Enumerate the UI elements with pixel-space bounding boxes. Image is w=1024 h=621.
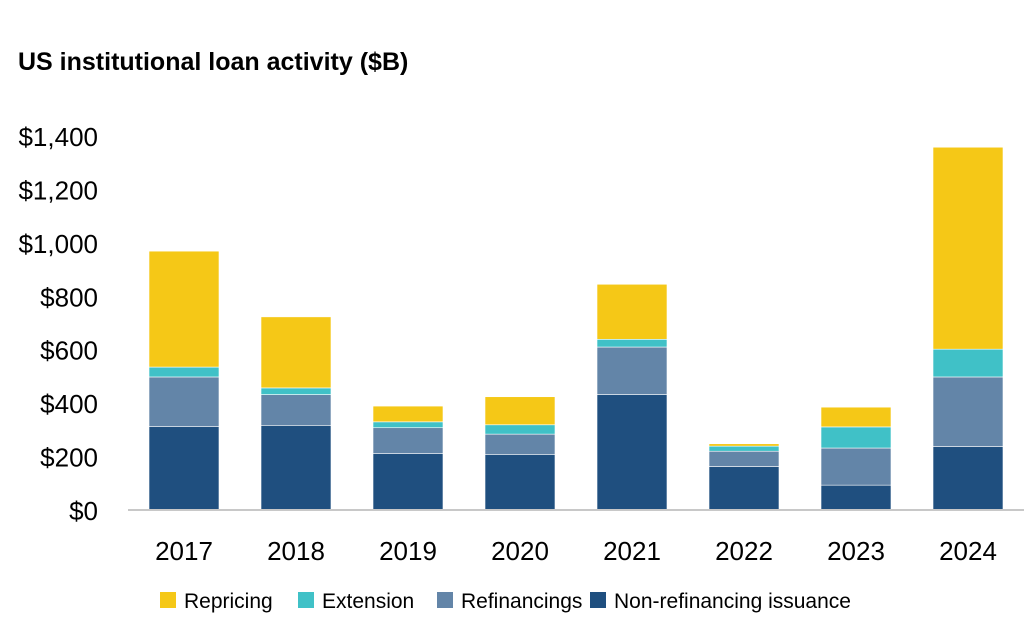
bar-2019-repricing (372, 405, 444, 423)
y-tick-label: $0 (69, 496, 98, 526)
legend-label: Repricing (184, 590, 273, 613)
bar-2020-refinancings (484, 433, 556, 456)
legend-label: Non-refinancing issuance (614, 590, 851, 613)
legend-swatch (160, 592, 176, 608)
bar-2019-refinancings (372, 427, 444, 454)
bar-2024-non-refinancing-issuance (932, 446, 1004, 511)
bars (148, 146, 1004, 511)
legend-swatch (437, 592, 453, 608)
y-tick-label: $800 (40, 282, 98, 312)
x-tick-label: 2022 (715, 536, 773, 566)
bar-2020-non-refinancing-issuance (484, 454, 556, 511)
bar-2022-non-refinancing-issuance (708, 466, 780, 511)
bar-2022-refinancings (708, 450, 780, 467)
bar-2017-extension (148, 366, 220, 378)
legend-label: Extension (322, 590, 414, 613)
bar-2019-non-refinancing-issuance (372, 453, 444, 511)
y-tick-label: $400 (40, 389, 98, 419)
y-axis: $0 $200 $400 $600 $800 $1,000 $1,200 $1,400 (18, 122, 98, 526)
x-tick-label: 2019 (379, 536, 437, 566)
bar-2022-repricing (708, 443, 780, 447)
x-tick-label: 2018 (267, 536, 325, 566)
y-tick-label: $1,200 (18, 175, 98, 205)
bar-2017-repricing (148, 250, 220, 368)
bar-2017-refinancings (148, 376, 220, 427)
chart-title: US institutional loan activity ($B) (18, 48, 408, 76)
bar-2018-non-refinancing-issuance (260, 425, 332, 511)
legend-swatch (590, 592, 606, 608)
bar-2024-extension (932, 348, 1004, 378)
x-tick-label: 2023 (827, 536, 885, 566)
bar-2017-non-refinancing-issuance (148, 426, 220, 511)
y-tick-label: $1,000 (18, 229, 98, 259)
x-axis: 2017 2018 2019 2020 2021 2022 2023 2024 (155, 536, 997, 566)
bar-2021-refinancings (596, 346, 668, 395)
legend: Repricing Extension Refinancings Non-refina… (160, 590, 851, 613)
bar-2024-repricing (932, 146, 1004, 350)
legend-swatch (298, 592, 314, 608)
x-tick-label: 2020 (491, 536, 549, 566)
bar-2022-extension (708, 445, 780, 452)
bar-2020-extension (484, 424, 556, 435)
bar-2020-repricing (484, 396, 556, 426)
bar-2021-extension (596, 338, 668, 348)
bar-2018-repricing (260, 316, 332, 389)
x-tick-label: 2017 (155, 536, 213, 566)
bar-2024-refinancings (932, 376, 1004, 447)
y-tick-label: $1,400 (18, 122, 98, 152)
y-tick-label: $200 (40, 443, 98, 473)
bar-2018-extension (260, 387, 332, 395)
bar-2023-refinancings (820, 447, 892, 486)
bar-2018-refinancings (260, 394, 332, 426)
bar-2021-non-refinancing-issuance (596, 394, 668, 511)
x-tick-label: 2024 (939, 536, 997, 566)
bar-2021-repricing (596, 283, 668, 340)
bar-2023-repricing (820, 406, 892, 428)
bar-2023-non-refinancing-issuance (820, 484, 892, 511)
legend-label: Refinancings (461, 590, 582, 613)
bar-2019-extension (372, 421, 444, 429)
bar-2023-extension (820, 426, 892, 449)
y-tick-label: $600 (40, 336, 98, 366)
x-tick-label: 2021 (603, 536, 661, 566)
